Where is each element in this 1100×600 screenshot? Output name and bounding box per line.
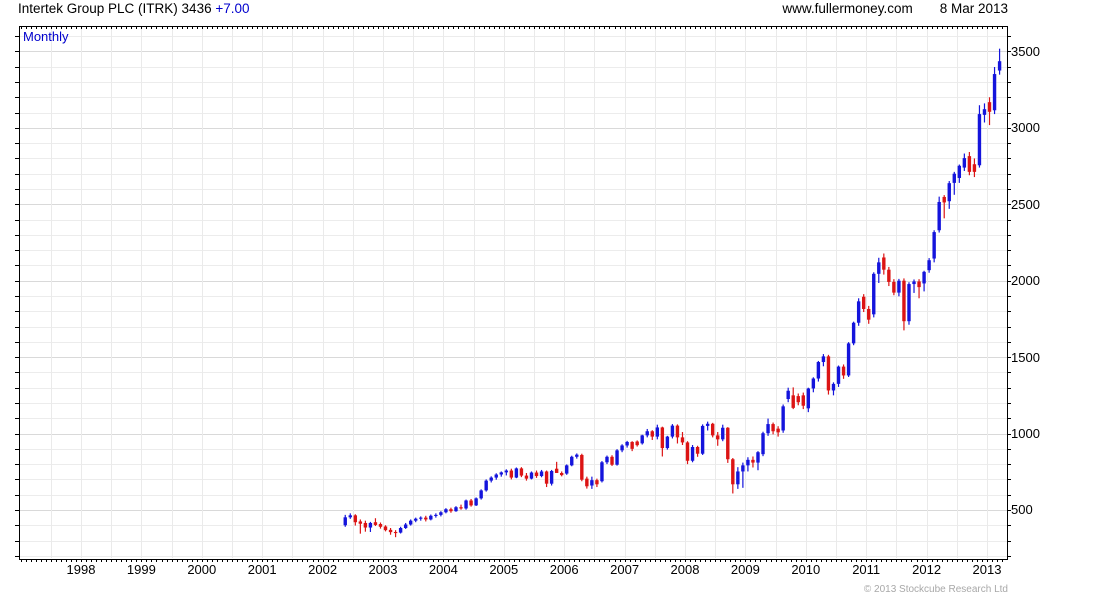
x-axis-year-label: 1998: [66, 562, 96, 577]
x-axis-year-label: 2006: [549, 562, 579, 577]
page-title: Intertek Group PLC (ITRK) 3436 +7.00: [18, 1, 250, 16]
header-right: www.fullermoney.com 8 Mar 2013: [782, 1, 1008, 16]
y-axis-price-label: 1500: [1011, 349, 1040, 365]
x-axis-year-label: 1999: [126, 562, 156, 577]
y-axis-price-label: 1000: [1011, 426, 1040, 442]
y-axis-price-label: 3000: [1011, 120, 1040, 136]
title-change: +7.00: [215, 1, 250, 16]
site-label: www.fullermoney.com: [782, 1, 913, 16]
date-label: 8 Mar 2013: [939, 1, 1008, 16]
x-axis-year-label: 2008: [670, 562, 700, 577]
x-axis-year-label: 2003: [368, 562, 398, 577]
x-axis-year-label: 2013: [972, 562, 1002, 577]
y-axis-price-label: 500: [1011, 502, 1033, 518]
x-axis-year-label: 2007: [610, 562, 640, 577]
x-axis-year-label: 2011: [852, 562, 881, 577]
x-axis-year-label: 2005: [489, 562, 519, 577]
y-axis-price-label: 3500: [1011, 43, 1040, 59]
title-instrument: Intertek Group PLC (ITRK) 3436: [18, 1, 216, 16]
y-axis-price-label: 2500: [1011, 196, 1040, 212]
x-axis-year-label: 2009: [730, 562, 760, 577]
x-axis-year-label: 2012: [912, 562, 942, 577]
y-axis-price-label: 2000: [1011, 273, 1040, 289]
x-axis-year-label: 2010: [791, 562, 821, 577]
x-axis-year-label: 2002: [308, 562, 338, 577]
interval-badge: Monthly: [23, 29, 69, 44]
x-axis-year-label: 2004: [428, 562, 458, 577]
x-axis-year-label: 2001: [247, 562, 277, 577]
copyright-label: © 2013 Stockcube Research Ltd: [863, 584, 1008, 595]
x-axis-year-label: 2000: [187, 562, 217, 577]
